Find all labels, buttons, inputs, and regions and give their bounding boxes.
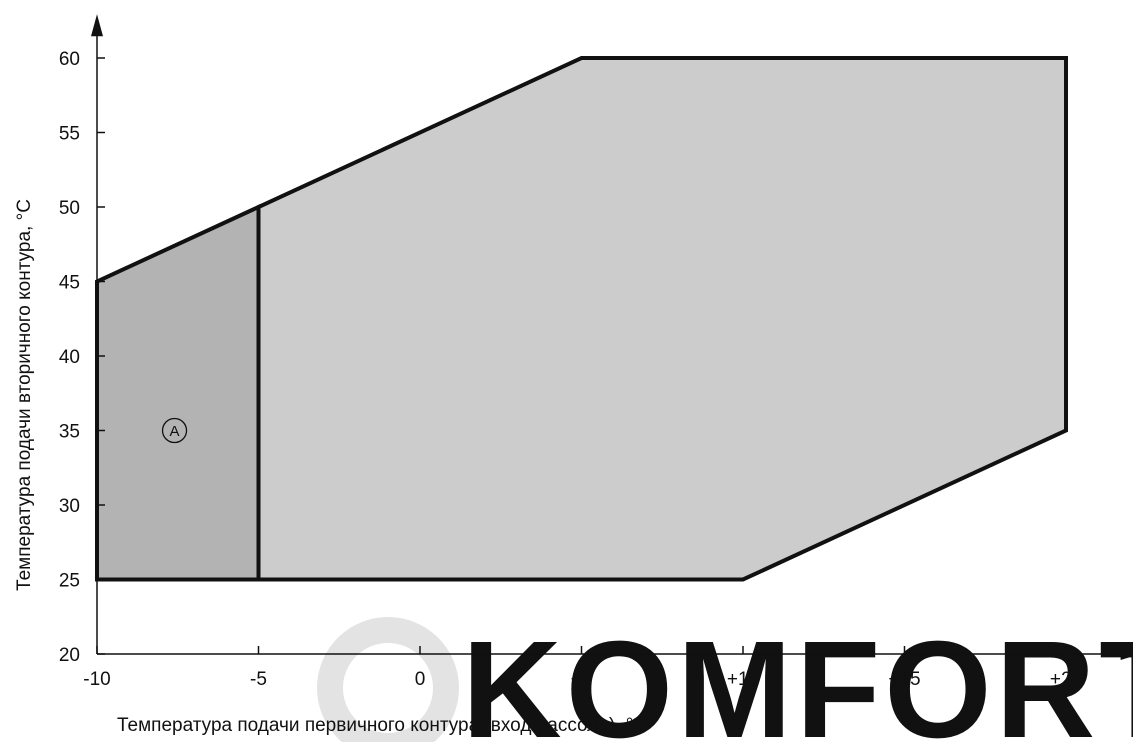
y-tick-label: 25 (59, 571, 80, 592)
x-tick-label: +15 (888, 669, 920, 690)
y-tick-label: 40 (59, 347, 80, 368)
y-tick-label: 45 (59, 273, 80, 294)
annotations: A (161, 417, 188, 444)
region-A (95, 203, 261, 582)
x-tick-label: -10 (83, 669, 110, 690)
y-tick-label: 20 (59, 645, 80, 666)
x-axis-arrow (1120, 648, 1133, 660)
watermark-logo-ring (317, 617, 459, 742)
y-tick-label: 60 (59, 49, 80, 70)
y-tick-label: 30 (59, 496, 80, 517)
annotation-label: A (170, 423, 180, 440)
region-main (256, 56, 1068, 582)
y-tick-label: 55 (59, 124, 80, 145)
x-tick-label: 0 (415, 669, 426, 690)
y-axis-label: Температура подачи вторичного контура, °… (14, 199, 35, 591)
x-tick-label: -5 (250, 669, 267, 690)
watermark: KOMFORT (317, 613, 1133, 742)
x-axis-label: Температура подачи первичного контура (в… (117, 715, 647, 736)
y-axis-arrow (91, 14, 103, 37)
x-tick-label: +5 (571, 669, 593, 690)
x-tick-label: +20 (1050, 669, 1082, 690)
y-tick-label: 35 (59, 422, 80, 443)
regions (95, 56, 1068, 582)
y-tick-label: 50 (59, 198, 80, 219)
watermark-text: KOMFORT (462, 613, 1133, 742)
annotation-circle (161, 417, 188, 444)
x-tick-label: +10 (727, 669, 759, 690)
ticks: -10 -5 0 +5 +10 +15 +20 20 25 30 35 40 45 50 55 60 (59, 49, 1082, 690)
